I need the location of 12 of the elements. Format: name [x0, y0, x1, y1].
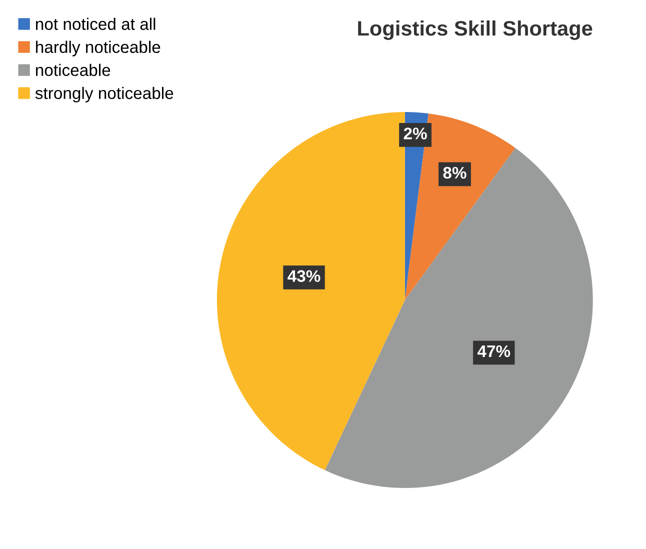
legend-label: noticeable	[36, 64, 110, 76]
data-label: 47%	[477, 345, 510, 358]
legend-label: hardly noticeable	[36, 40, 160, 56]
data-label: 8%	[443, 166, 466, 179]
pie-slice	[404, 114, 516, 300]
data-label: 2%	[404, 128, 427, 140]
legend-label: not noticed at all	[36, 18, 156, 30]
chart-title: Logistics Skill Shortage	[358, 20, 592, 40]
pie-slice	[324, 148, 593, 488]
legend-label: strongly noticeable	[35, 86, 174, 102]
data-label: 43%	[288, 270, 320, 282]
pie-slice	[216, 112, 405, 470]
